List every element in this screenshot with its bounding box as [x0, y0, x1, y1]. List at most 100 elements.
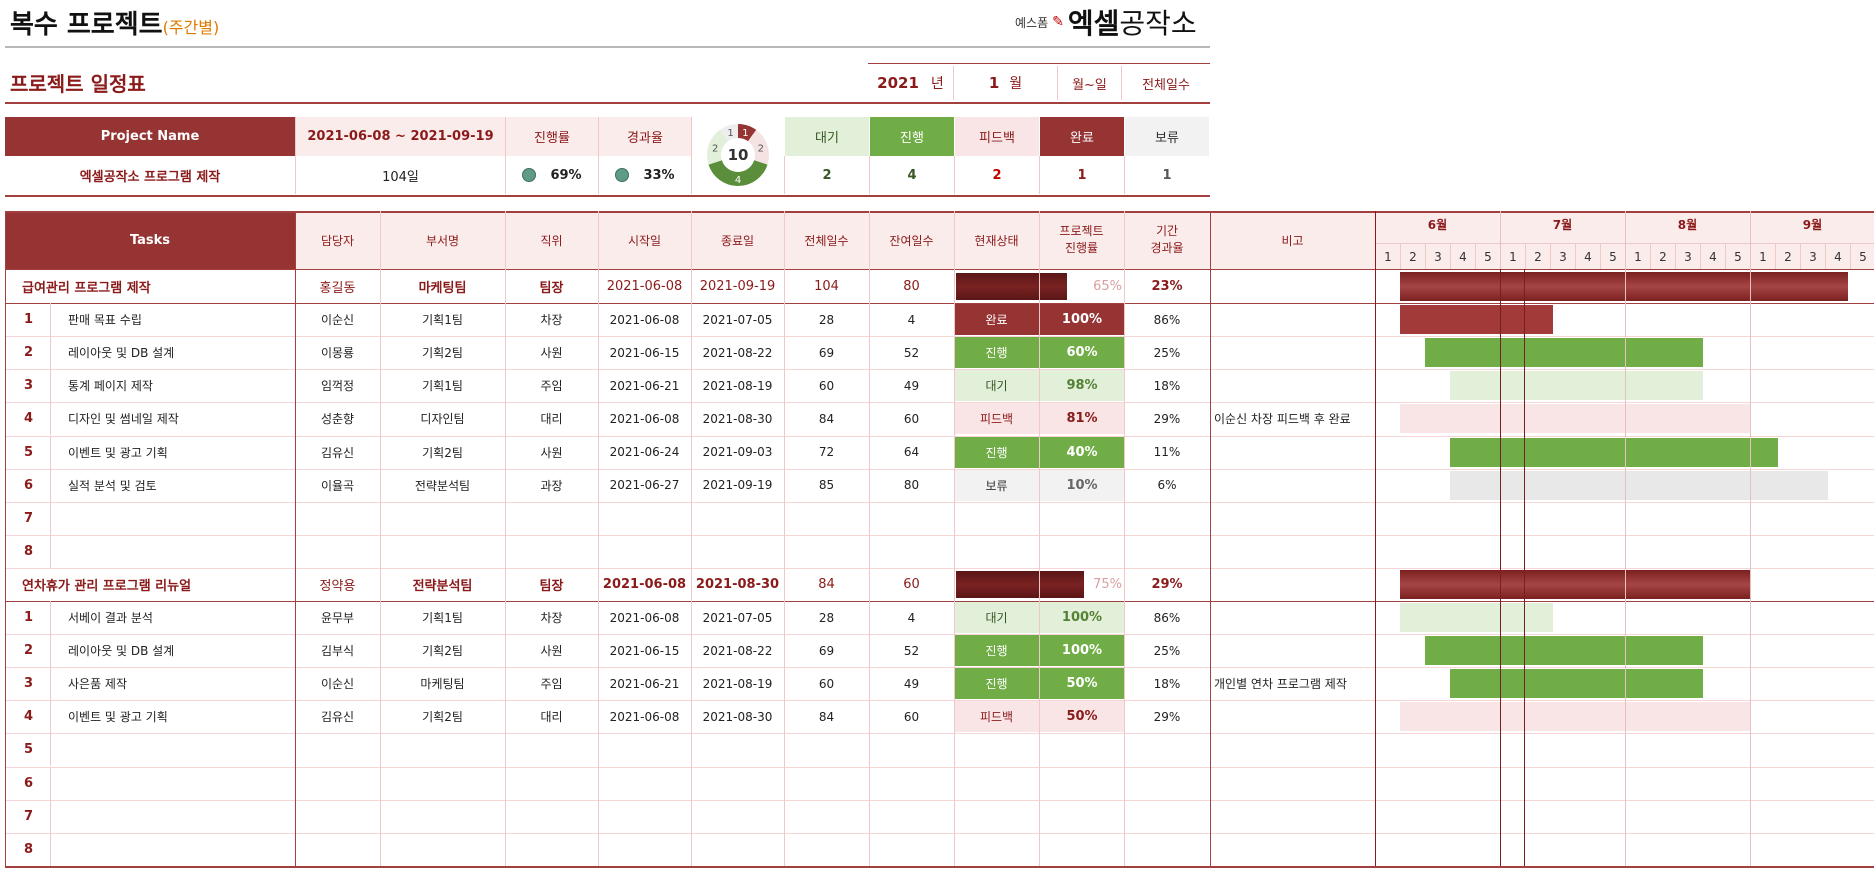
gantt-week-4: 4 [1450, 244, 1475, 269]
group-progress-text: 65% [1093, 279, 1122, 295]
task-remaining: 64 [903, 445, 920, 460]
task-elapsed: 29% [1153, 709, 1181, 724]
row-divider [5, 733, 1874, 735]
task-progress: 60% [1039, 337, 1124, 369]
table-border-v [5, 211, 6, 866]
task-end: 2021-08-22 [702, 643, 773, 658]
task-number: 2 [24, 345, 34, 361]
task-note [1214, 369, 1384, 402]
donut-slice-label-2: 4 [735, 175, 741, 186]
task-note [1214, 336, 1384, 369]
task-number: 4 [24, 411, 34, 427]
task-number-divider [50, 336, 51, 370]
task-status-badge[interactable]: 보류 [954, 469, 1039, 501]
group-dept: 마케팅팀 [418, 281, 467, 297]
schedule-title: 프로젝트 일정표 [10, 72, 146, 96]
task-number-divider [50, 832, 51, 866]
col-divider [784, 211, 785, 866]
task-total: 28 [818, 312, 835, 327]
task-progress: 10% [1039, 469, 1124, 501]
group-position: 팀장 [539, 578, 564, 594]
task-progress: 50% [1039, 668, 1124, 700]
task-gantt-bar [1400, 404, 1750, 434]
task-name: 이벤트 및 광고 기획 [68, 710, 168, 725]
task-position: 주임 [540, 677, 563, 692]
page-title-area: 복수 프로젝트 (주간별) [10, 4, 219, 40]
task-note [1214, 469, 1384, 502]
task-status-badge[interactable]: 피드백 [954, 701, 1039, 733]
group-gantt-bar [1400, 272, 1848, 302]
donut-total: 10 [728, 146, 749, 164]
task-status-badge[interactable]: 진행 [954, 436, 1039, 468]
total-days-mode[interactable]: 전체일수 [1142, 77, 1190, 93]
task-number-divider [50, 369, 51, 403]
group-remaining: 60 [903, 576, 920, 592]
col-header-progress-line2: 진행률 [1064, 241, 1099, 255]
group-elapsed: 23% [1151, 279, 1183, 295]
month-field[interactable]: 1 월 [954, 66, 1058, 100]
task-name: 판매 목표 수립 [68, 313, 142, 328]
group-end: 2021-09-19 [699, 279, 776, 295]
task-total: 69 [818, 643, 835, 658]
task-position: 사원 [540, 445, 563, 460]
col-divider [691, 211, 692, 866]
task-start: 2021-06-08 [609, 709, 680, 724]
weekday-range[interactable]: 월~일 [1058, 66, 1122, 100]
gantt-month-1: 6월 [1427, 217, 1448, 232]
task-status-badge[interactable]: 피드백 [954, 403, 1039, 435]
task-end [691, 733, 784, 766]
col-header-progress-line1: 프로젝트 [1059, 224, 1104, 238]
year-field[interactable]: 2021 년 [868, 66, 954, 100]
task-status-badge[interactable]: 진행 [954, 337, 1039, 369]
task-number-divider [50, 402, 51, 436]
page-subtitle: (주간별) [162, 18, 220, 37]
task-position [505, 535, 598, 568]
task-number: 3 [24, 676, 34, 692]
task-start: 2021-06-15 [609, 643, 680, 658]
task-note [1214, 303, 1384, 336]
task-status-badge[interactable]: 진행 [954, 668, 1039, 700]
task-status-badge[interactable]: 진행 [954, 635, 1039, 667]
task-end: 2021-08-22 [702, 345, 773, 360]
col-divider [1210, 211, 1211, 866]
gantt-week-19: 4 [1825, 244, 1850, 269]
task-remaining: 4 [907, 610, 916, 625]
gantt-week-6: 1 [1500, 244, 1525, 269]
task-manager: 이몽룡 [320, 346, 355, 361]
task-end [691, 535, 784, 568]
task-dept: 기획1팀 [422, 611, 463, 626]
gantt-week-15: 5 [1725, 244, 1750, 269]
gantt-today-marker [1524, 269, 1525, 866]
task-status-badge[interactable]: 대기 [954, 370, 1039, 402]
status-label-4: 보류 [1124, 117, 1209, 156]
task-note [1214, 700, 1384, 733]
status-count-0: 2 [784, 156, 869, 194]
task-status-badge[interactable]: 대기 [954, 602, 1039, 634]
task-status-badge[interactable]: 완료 [954, 304, 1039, 336]
row-divider [5, 501, 1874, 503]
gantt-week-10: 5 [1600, 244, 1625, 269]
task-dept: 기획2팀 [422, 710, 463, 725]
status-label-3: 완료 [1039, 117, 1124, 156]
task-total [784, 502, 869, 535]
task-total: 28 [818, 610, 835, 625]
progress-indicator-icon [522, 168, 537, 182]
col-divider [1039, 211, 1040, 866]
task-manager: 이순신 [320, 313, 355, 328]
status-label-2: 피드백 [954, 117, 1039, 156]
task-number-divider [50, 667, 51, 701]
task-position: 사원 [540, 644, 563, 659]
logo-bold-text: 엑셀 [1067, 7, 1120, 40]
col-header-elapsed-line1: 기간 [1155, 224, 1179, 238]
task-number: 6 [24, 477, 34, 493]
task-progress: 81% [1039, 403, 1124, 435]
task-name: 이벤트 및 광고 기획 [68, 445, 168, 460]
project-days: 104일 [295, 156, 505, 194]
task-total [784, 833, 869, 866]
gantt-month-4: 9월 [1802, 217, 1823, 232]
gantt-left-border [1375, 211, 1376, 866]
task-dept [380, 502, 505, 535]
task-elapsed: 11% [1153, 445, 1181, 460]
group-progress-bar: 65% [956, 273, 1126, 301]
